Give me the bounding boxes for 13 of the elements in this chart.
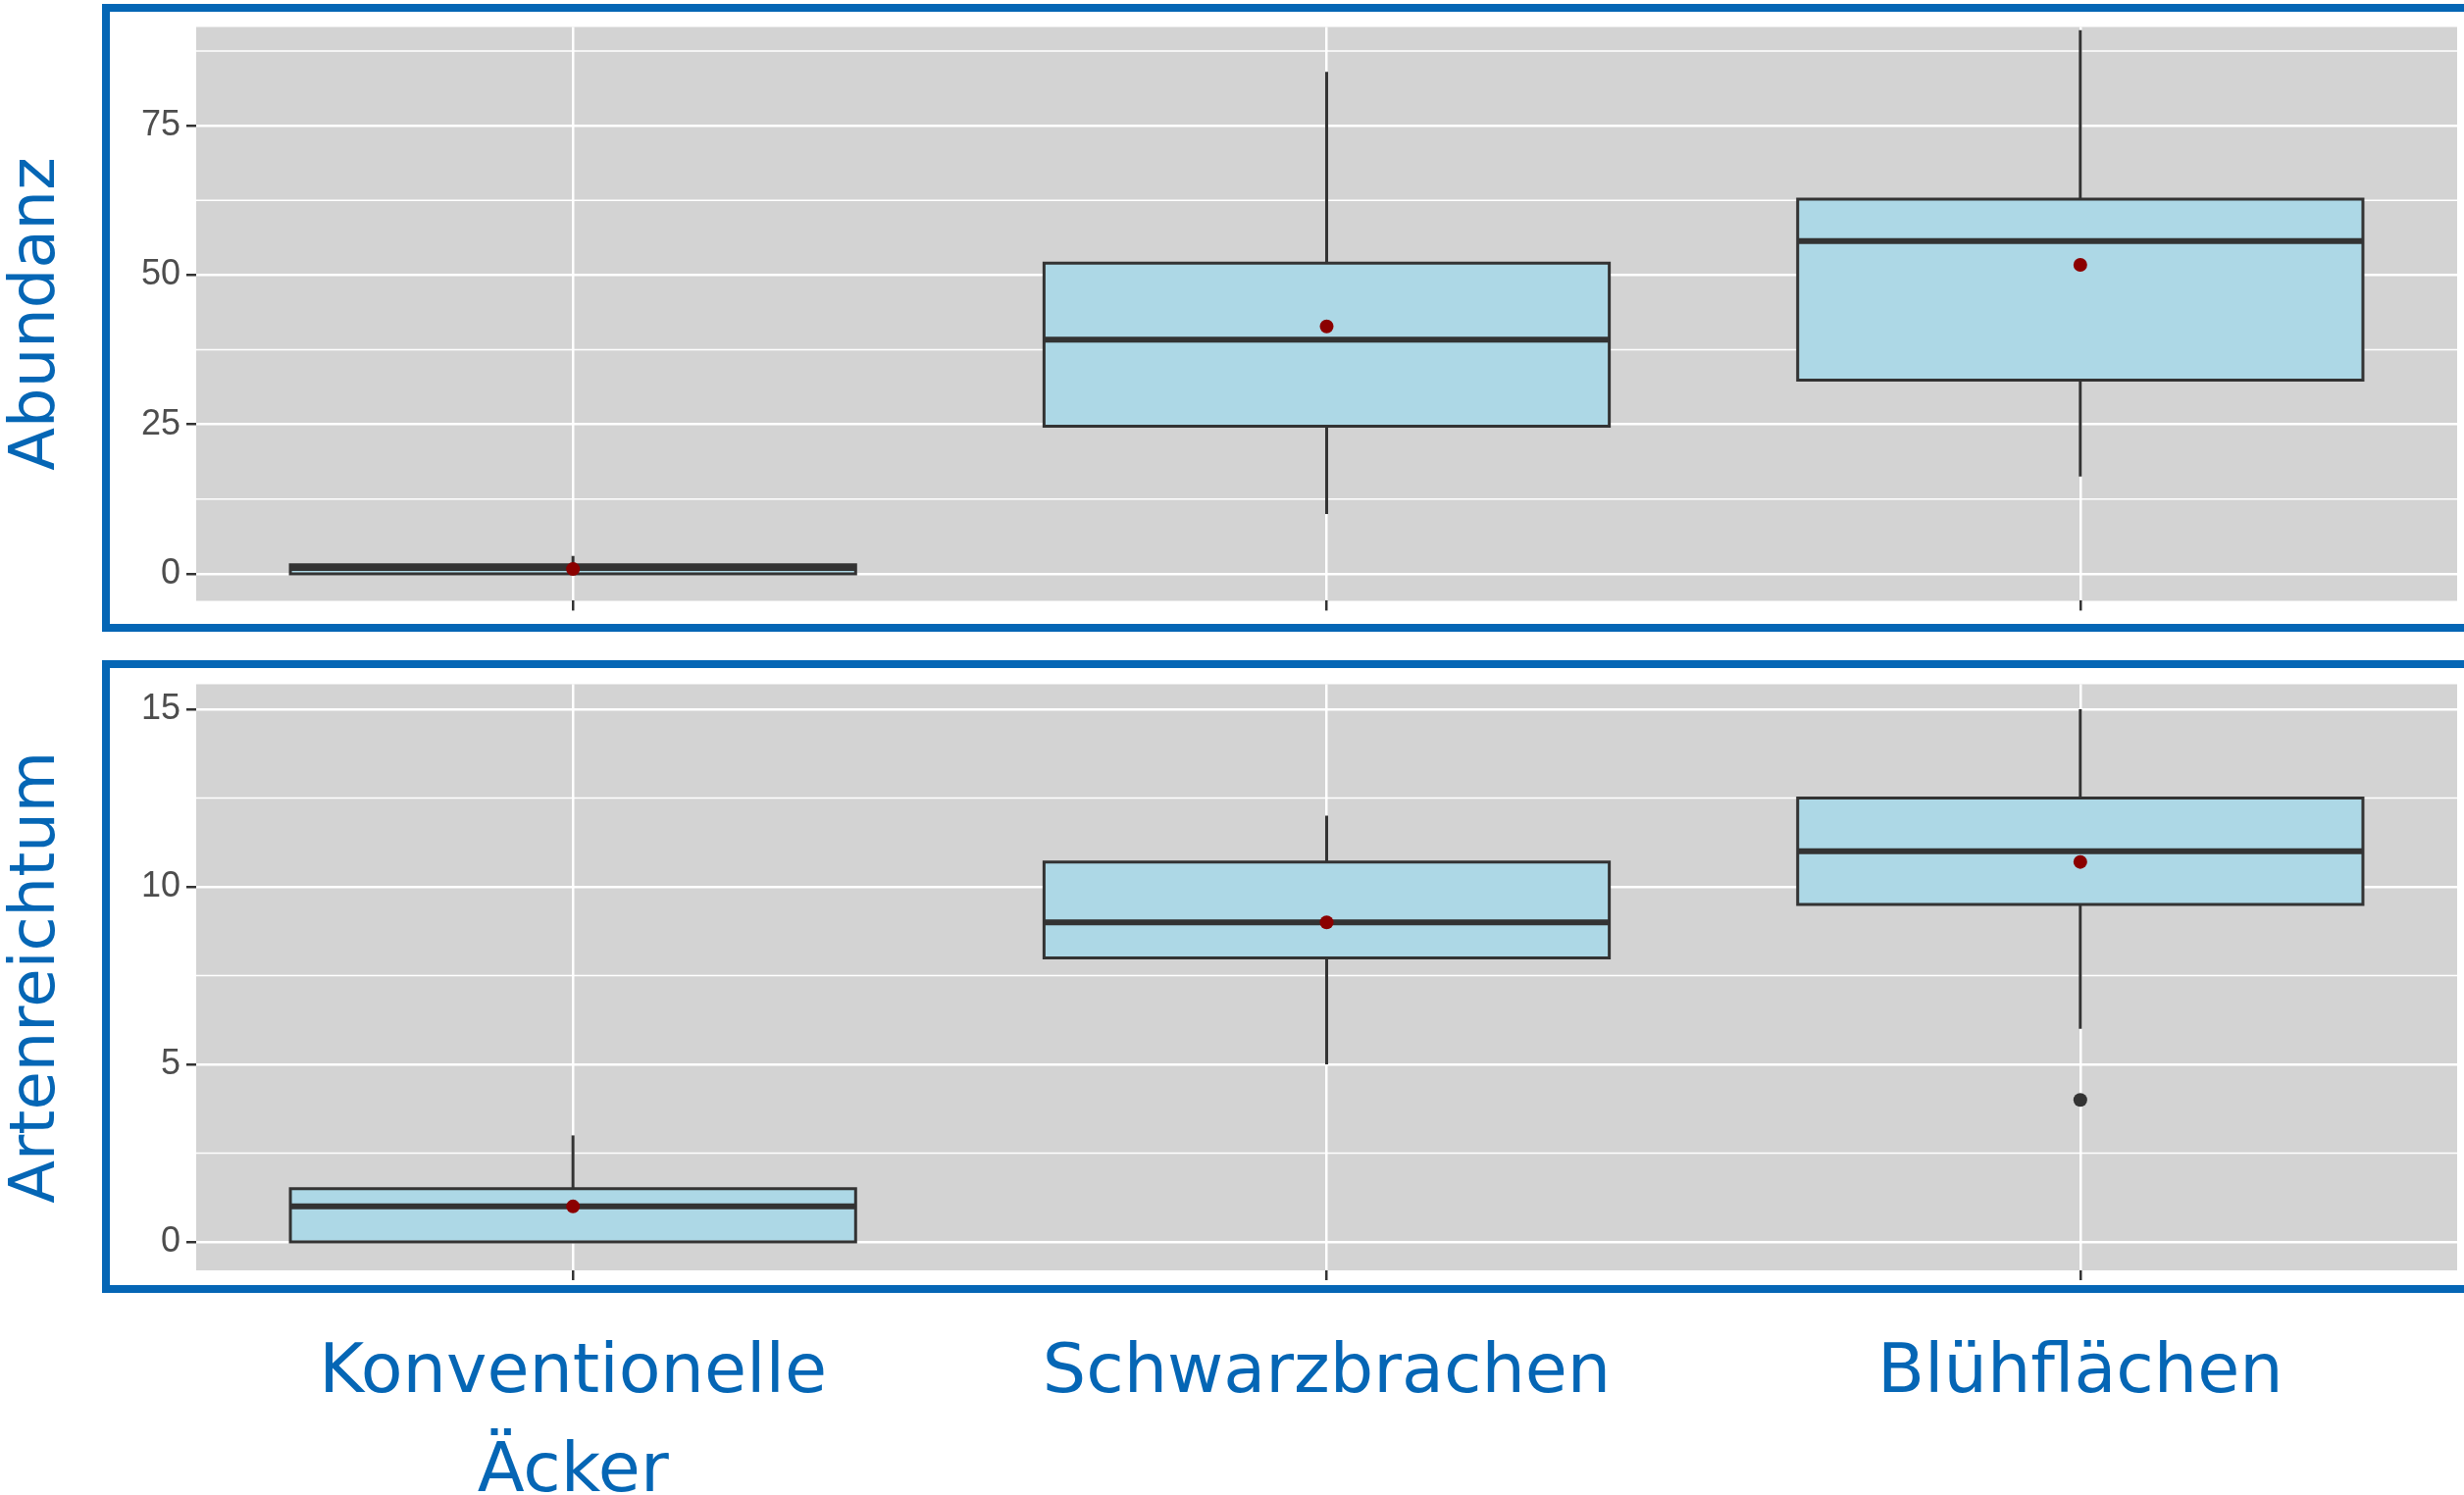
y-tick-label: 15 [140, 686, 180, 727]
y-tick-label: 50 [140, 252, 180, 293]
y-tick-label: 5 [160, 1041, 180, 1082]
x-tick-label: Blühflächen [1877, 1327, 2284, 1409]
y-tick-label: 25 [140, 401, 180, 442]
y-tick-label: 0 [160, 550, 180, 592]
y-tick-label: 75 [140, 103, 180, 144]
x-tick-label: Konventionelle Äcker [319, 1327, 827, 1495]
y-axis-title: Abundanz [0, 157, 70, 471]
x-tick-label: Schwarzbrachen [1042, 1327, 1612, 1409]
y-tick-label: 10 [140, 863, 180, 904]
y-axis-title: Artenreichtum [0, 750, 70, 1204]
y-tick-label: 0 [160, 1218, 180, 1260]
